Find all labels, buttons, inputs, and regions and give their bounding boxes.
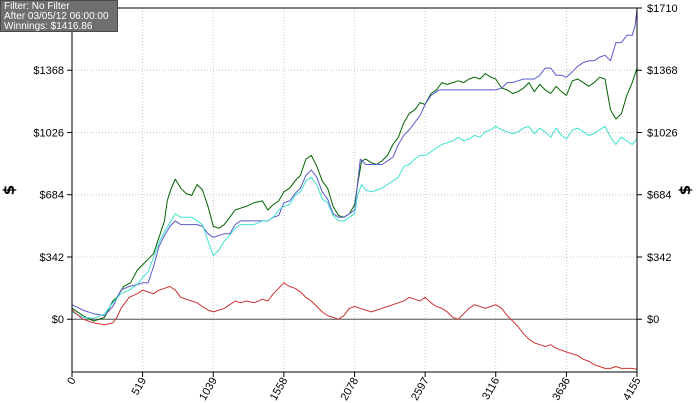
y-tick-label-left: $342: [40, 252, 64, 264]
y-axis-title-left: $: [0, 185, 18, 195]
y-tick-label-right: $684: [647, 190, 671, 202]
x-tick-label: 2078: [339, 376, 362, 403]
series-line-3: [71, 125, 638, 319]
y-tick-label-left: $1368: [33, 65, 64, 77]
y-tick-label-right: $1710: [647, 3, 678, 15]
y-axis-right: $0 $342 $684 $1026 $1368 $1710: [637, 3, 678, 326]
y-tick-label-left: $0: [52, 314, 64, 326]
x-tick-label: 3636: [550, 376, 573, 403]
series-group: [71, 9, 638, 370]
grid: [71, 8, 638, 372]
y-tick-label-left: $684: [40, 190, 64, 202]
x-tick-label: 1558: [268, 376, 291, 403]
series-line-2: [71, 9, 638, 317]
y-tick-label-left: $1026: [33, 127, 64, 139]
series-line-4: [71, 282, 638, 370]
x-tick-label: 1039: [197, 376, 220, 403]
y-axis-left: $0 $342 $684 $1026 $1368: [33, 65, 72, 326]
x-tick-label: 519: [130, 376, 150, 398]
x-axis: 0 519 1039 1558 2078 2597 3116 3636 4155: [65, 372, 644, 403]
winnings-label: Winnings: $1416.86: [4, 21, 93, 32]
info-box: Filter: No Filter After 03/05/12 06:00:0…: [0, 0, 118, 32]
x-tick-label: 2597: [409, 376, 432, 403]
y-tick-label-right: $0: [647, 314, 659, 326]
y-axis-title-right: $: [676, 185, 694, 195]
x-tick-label: 4155: [621, 376, 644, 403]
after-date-label: After 03/05/12 06:00:00: [4, 11, 109, 22]
x-tick-label: 3116: [480, 376, 502, 402]
y-tick-label-right: $1026: [647, 127, 678, 139]
x-tick-label: 0: [65, 376, 78, 387]
y-tick-label-right: $1368: [647, 65, 678, 77]
y-tick-label-right: $342: [647, 252, 671, 264]
filter-label: Filter: No Filter: [4, 1, 70, 12]
series-line-1: [71, 67, 638, 322]
